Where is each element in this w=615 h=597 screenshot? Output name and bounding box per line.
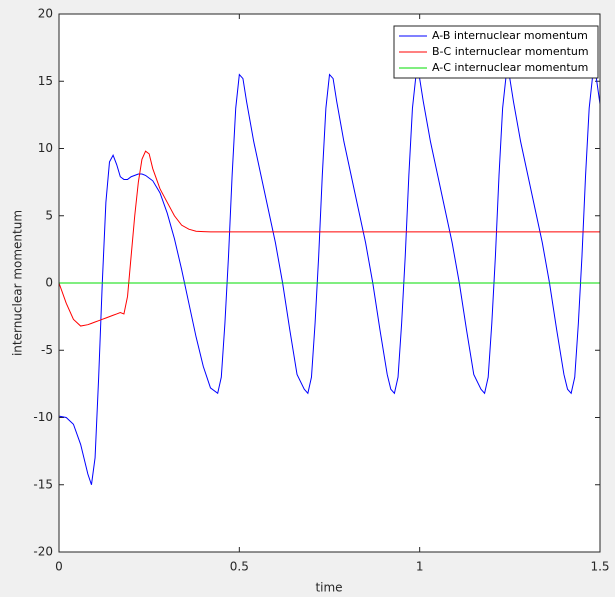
y-tick-label: -15 [33,477,53,491]
legend-box [393,25,599,79]
legend: A-B internuclear momentum B-C internuclea… [393,25,599,79]
y-axis-label: internuclear momentum [11,210,25,356]
y-tick-label: 20 [38,7,53,21]
data-line [58,73,601,485]
x-tick-label: 0.5 [230,560,249,574]
legend-label: B-C internuclear momentum [432,45,589,58]
axes-box [58,13,601,553]
legend-label: A-C internuclear momentum [432,61,588,74]
x-tick-label: 0 [55,560,63,574]
y-tick-label: 10 [38,141,53,155]
x-tick-label: 1.5 [590,560,609,574]
y-tick-label: 0 [45,276,53,290]
x-tick-label: 1 [416,560,424,574]
y-tick-label: -5 [41,343,53,357]
y-tick-label: 5 [45,208,53,222]
x-axis-label: time [315,581,342,595]
y-tick-label: -10 [33,410,53,424]
y-tick-label: -20 [33,545,53,559]
data-line [58,150,600,327]
legend-label: A-B internuclear momentum [432,29,588,42]
y-tick-label: 15 [38,74,53,88]
